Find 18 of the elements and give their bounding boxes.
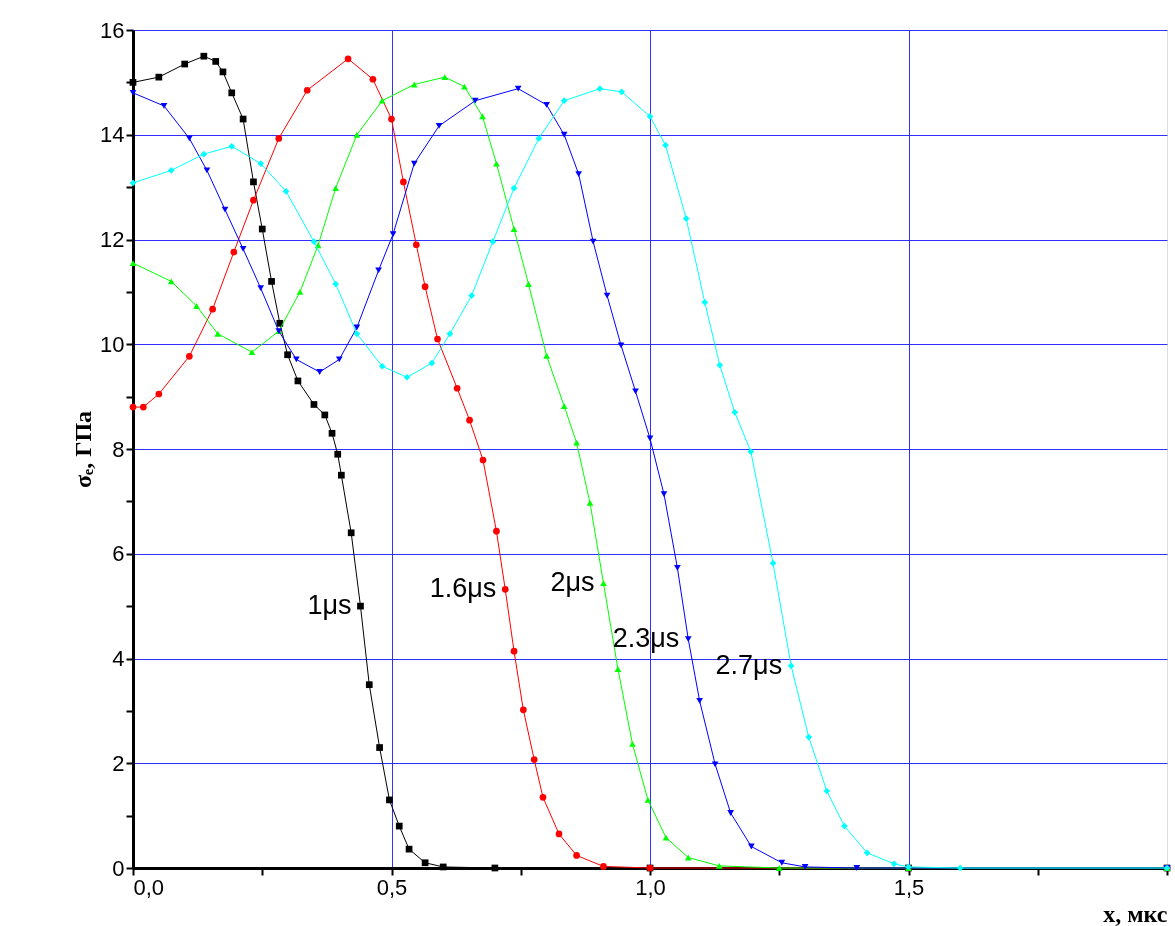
x-tick-label: 0,5 bbox=[376, 874, 408, 900]
y-tick-label: 6 bbox=[112, 541, 125, 567]
x-axis-title: x, мкс bbox=[1103, 900, 1168, 926]
x-tick-label: 0,0 bbox=[133, 874, 165, 900]
x-tick-label: 1,5 bbox=[893, 874, 925, 900]
y-tick-label: 2 bbox=[112, 750, 125, 776]
y-tick-label: 14 bbox=[100, 122, 125, 148]
y-tick-label: 12 bbox=[100, 227, 125, 252]
y-axis-title: σₑ, ГПа bbox=[70, 410, 97, 489]
x-tick-label: 1,0 bbox=[635, 874, 666, 900]
series-label: 2μs bbox=[550, 567, 595, 598]
series-label: 1.6μs bbox=[429, 573, 497, 604]
series-label: 1μs bbox=[307, 590, 352, 621]
y-tick-label: 8 bbox=[112, 436, 125, 462]
y-tick-label: 16 bbox=[100, 17, 125, 43]
y-tick-label: 0 bbox=[112, 855, 125, 881]
y-tick-label: 10 bbox=[100, 331, 125, 357]
y-tick-label: 4 bbox=[112, 646, 125, 671]
